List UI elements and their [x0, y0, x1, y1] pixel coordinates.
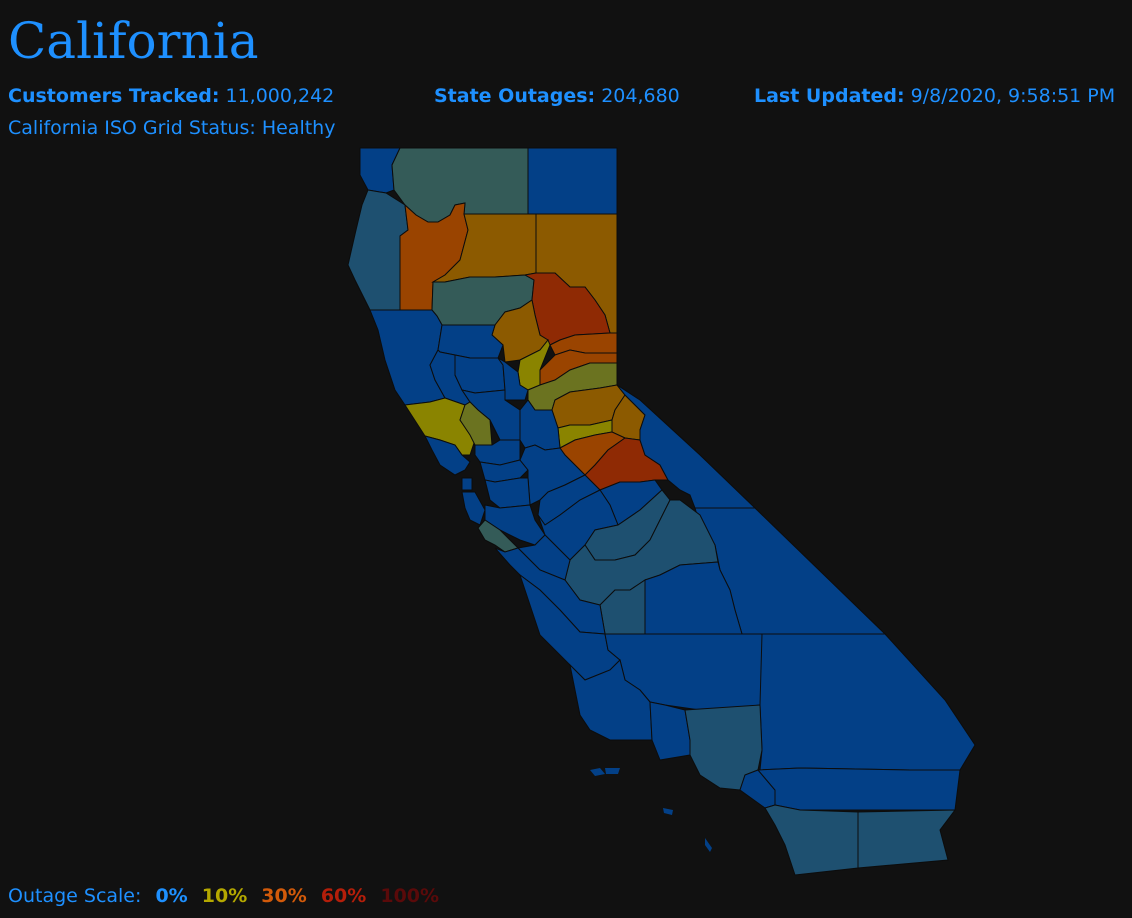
county-san-francisco[interactable] — [461, 477, 473, 491]
county-san-diego[interactable] — [764, 804, 859, 876]
state-outages: State Outages: 204,680 — [434, 84, 680, 108]
county-modoc[interactable] — [527, 147, 618, 215]
legend-level-10: 10% — [201, 885, 248, 907]
island-santa-cruz — [605, 768, 620, 774]
last-updated-value: 9/8/2020, 9:58:51 PM — [910, 85, 1116, 107]
county-marin[interactable] — [424, 435, 471, 476]
island-santa-catalina — [663, 808, 673, 815]
county-alameda[interactable] — [484, 477, 531, 509]
county-riverside[interactable] — [756, 767, 961, 811]
county-imperial[interactable] — [857, 809, 957, 869]
island-santa-rosa — [590, 768, 605, 776]
state-outages-label: State Outages: — [434, 85, 596, 107]
customers-tracked-value: 11,000,242 — [225, 85, 335, 107]
legend-level-60: 60% — [320, 885, 367, 907]
county-colusa[interactable] — [454, 354, 506, 394]
legend-level-30: 30% — [261, 885, 307, 907]
county-humboldt[interactable] — [347, 189, 409, 311]
page-title: California — [8, 12, 259, 70]
legend-level-0: 0% — [155, 885, 188, 907]
outage-scale-legend: Outage Scale: 0% 10% 30% 60% 100% — [8, 884, 439, 908]
legend-label: Outage Scale: — [8, 885, 142, 907]
county-santa-barbara[interactable] — [569, 659, 653, 741]
state-outages-value: 204,680 — [601, 85, 680, 107]
customers-tracked: Customers Tracked: 11,000,242 — [8, 84, 334, 108]
last-updated-label: Last Updated: — [754, 85, 905, 107]
county-san-mateo[interactable] — [461, 491, 486, 526]
county-san-bernardino[interactable] — [759, 633, 976, 771]
grid-status: California ISO Grid Status: Healthy — [8, 117, 336, 139]
last-updated: Last Updated: 9/8/2020, 9:58:51 PM — [754, 84, 1115, 108]
customers-tracked-label: Customers Tracked: — [8, 85, 220, 107]
county-mono[interactable] — [616, 384, 757, 509]
legend-level-100: 100% — [380, 885, 440, 907]
island-san-clemente — [705, 838, 712, 852]
county-ventura[interactable] — [649, 701, 691, 761]
